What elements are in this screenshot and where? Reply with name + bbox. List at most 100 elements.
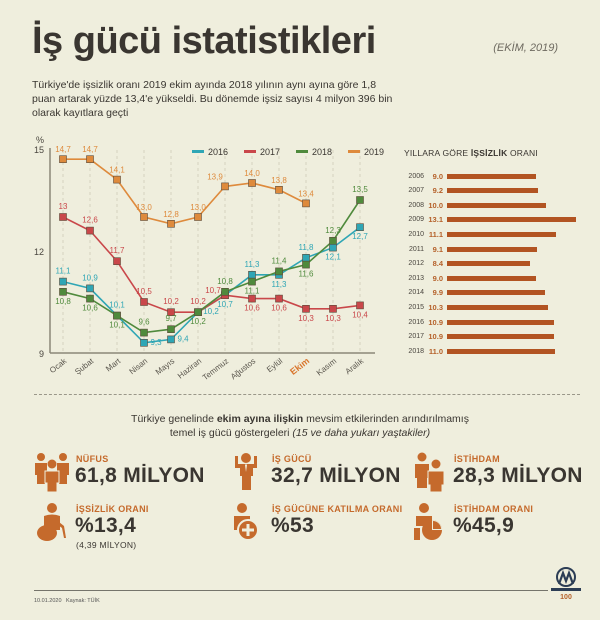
- data-label: 10,3: [298, 314, 314, 323]
- bar: [447, 290, 545, 296]
- stat-value: 61,8 MİLYON: [75, 464, 205, 487]
- data-point: [329, 304, 337, 313]
- bar: [447, 304, 549, 310]
- series-line-2019: [63, 158, 307, 225]
- data-point: [194, 213, 202, 221]
- data-point: [140, 328, 148, 337]
- data-point: [221, 287, 229, 296]
- data-point: [248, 277, 256, 286]
- data-label: 9,4: [177, 334, 189, 343]
- y-tick-label: 9: [39, 349, 44, 359]
- data-point: [275, 186, 283, 194]
- data-label: 12,6: [82, 216, 98, 225]
- data-point: [59, 213, 67, 221]
- data-point: [248, 270, 256, 279]
- series-line-2017: [62, 216, 361, 314]
- bar-row: 2016 10.9: [400, 317, 555, 327]
- bar-value-label: 11.1: [428, 229, 443, 239]
- bar-row: 2007 9.2: [400, 186, 538, 196]
- bar-value-label: 8.4: [432, 259, 443, 269]
- bar-year-label: 2018: [408, 347, 424, 355]
- worker-icon: [235, 453, 257, 490]
- footer-divider: [34, 590, 548, 591]
- stat-value: %45,9: [453, 514, 515, 537]
- bar-year-label: 2016: [408, 318, 424, 326]
- bar-value-label: 13.1: [428, 215, 443, 225]
- data-point: [302, 199, 310, 208]
- x-tick-label: Eylül: [265, 356, 284, 374]
- x-tick-label: Mart: [104, 356, 123, 373]
- data-label: 14,1: [109, 166, 125, 175]
- data-label: 10,2: [190, 297, 206, 306]
- x-tick-label: Şubat: [73, 356, 96, 376]
- bar-title-bold: İŞSİZLİK: [470, 148, 508, 158]
- data-point: [59, 155, 67, 163]
- stat-participation-rate: İŞ GÜCÜNE KATILMA ORANI %53: [230, 502, 410, 546]
- stat-employment-rate: İSTİHDAM ORANI %45,9: [412, 502, 592, 546]
- stat-labor-force: İŞ GÜCÜ 32,7 MİLYON: [230, 452, 410, 496]
- data-label: 13,8: [271, 176, 287, 185]
- data-point: [302, 260, 310, 269]
- bar-year-label: 2012: [408, 260, 424, 268]
- bar-value-label: 10.0: [428, 200, 443, 210]
- data-label: 13,9: [207, 172, 223, 181]
- stat-value: %53: [271, 514, 314, 537]
- bar: [447, 173, 536, 179]
- data-point: [356, 223, 364, 231]
- series-line-2018: [62, 199, 361, 334]
- section-text-post: mevsim etkilerinden arındırılmamış: [303, 413, 469, 425]
- x-tick-label: Temmuz: [201, 356, 230, 380]
- data-label: 13,0: [190, 203, 206, 212]
- section-description: Türkiye genelinde ekim ayına ilişkin mev…: [0, 412, 600, 440]
- bar-row: 2012 8.4: [400, 259, 530, 269]
- bar-year-label: 2017: [408, 333, 424, 341]
- person-pie-icon: [414, 503, 442, 540]
- data-label: 10,6: [244, 304, 260, 313]
- stat-value: 32,7 MİLYON: [271, 464, 401, 487]
- data-label: 11,1: [245, 287, 261, 296]
- stat-label: İSTİHDAM ORANI: [454, 504, 534, 514]
- x-tick-label: Mayıs: [154, 356, 176, 376]
- data-label: 14,7: [82, 145, 98, 154]
- data-label: 11,3: [272, 280, 288, 289]
- stat-label: İŞ GÜCÜ: [272, 454, 312, 464]
- data-label: 12,7: [352, 232, 368, 241]
- page-title: İş gücü istatistikleri: [32, 20, 376, 62]
- person-plus-icon: [234, 503, 259, 541]
- bar-year-label: 2011: [408, 245, 424, 253]
- data-point: [302, 254, 310, 262]
- bar-row: 2017 10.9: [400, 332, 555, 342]
- bar-row: 2010 11.1: [400, 229, 557, 239]
- bar-year-label: 2013: [408, 274, 424, 282]
- data-label: 11,7: [110, 246, 126, 255]
- stat-label: İSTİHDAM: [454, 454, 500, 464]
- bar: [447, 246, 537, 252]
- legend-label: 2017: [260, 147, 280, 157]
- data-label: 11,3: [245, 260, 261, 269]
- x-tick-label: Ağustos: [229, 356, 257, 380]
- legend-swatch: [244, 150, 256, 153]
- bar-value-label: 9.2: [432, 186, 443, 196]
- stat-label: NÜFUS: [76, 454, 109, 464]
- data-label: 10,2: [163, 297, 179, 306]
- section-text-pre: Türkiye genelinde: [131, 413, 217, 425]
- section-text-italic: (15 ve daha yukarı yaştakiler): [292, 427, 431, 439]
- bar-row: 2011 9.1: [400, 244, 537, 254]
- data-label: 10,6: [82, 304, 98, 313]
- bar-year-label: 2015: [408, 303, 424, 311]
- logo-badge: 100: [560, 594, 572, 601]
- stat-label: İŞ GÜCÜNE KATILMA ORANI: [272, 504, 403, 514]
- bar-value-label: 9.1: [432, 244, 443, 254]
- intro-paragraph: Türkiye'de işsizlik oranı 2019 ekim ayın…: [32, 79, 393, 119]
- data-label: 10,2: [203, 307, 219, 316]
- bar-title-post: ORANI: [507, 148, 538, 158]
- unemployed-person-icon: [37, 503, 66, 541]
- section-text-line2: temel iş gücü göstergeleri: [169, 427, 293, 439]
- bar: [447, 202, 546, 208]
- data-label: 10,7: [217, 300, 233, 309]
- stat-label: İŞSİZLİK ORANI: [76, 504, 149, 514]
- data-label: 11,4: [272, 256, 288, 265]
- data-point: [167, 308, 175, 317]
- bar-row: 2014 9.9: [400, 288, 545, 298]
- bar-row: 2008 10.0: [400, 200, 546, 210]
